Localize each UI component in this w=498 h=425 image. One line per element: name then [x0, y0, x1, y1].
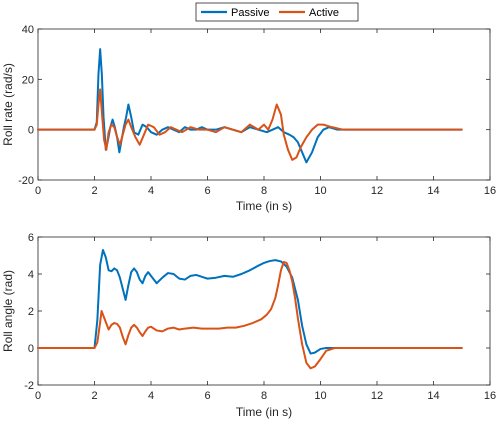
legend-label-active: Active	[309, 7, 339, 19]
roll-rate-y-tick-label: 40	[22, 24, 34, 36]
roll-angle-x-tick-label: 10	[314, 390, 326, 402]
roll-angle-y-tick-label: 2	[28, 306, 34, 318]
roll-angle-x-tick-label: 8	[261, 390, 267, 402]
roll-rate-y-tick-label: -20	[18, 175, 34, 187]
roll-rate-x-label: Time (in s)	[236, 199, 292, 213]
legend-label-passive: Passive	[231, 7, 270, 19]
roll-angle-series	[37, 248, 463, 370]
roll-rate-x-tick-label: 4	[148, 185, 154, 197]
roll-rate-series	[37, 48, 463, 164]
roll-rate-y-tick-label: 20	[22, 74, 34, 86]
roll-rate-x-tick-label: 14	[427, 185, 439, 197]
roll-angle-x-tick-label: 6	[204, 390, 210, 402]
roll-angle-y-tick-label: 0	[28, 343, 34, 355]
roll-angle-x-tick-label: 0	[35, 390, 41, 402]
roll-rate-series-active	[37, 88, 463, 161]
roll-angle-y-label: Roll angle (rad)	[1, 270, 15, 352]
legend-box	[195, 2, 359, 22]
roll-angle-series-passive	[37, 248, 463, 355]
roll-angle-x-tick-label: 16	[484, 390, 496, 402]
roll-rate-x-tick-label: 8	[261, 185, 267, 197]
roll-rate-y-label: Roll rate (rad/s)	[1, 63, 15, 146]
roll-rate-x-tick-label: 2	[91, 185, 97, 197]
roll-angle-x-tick-label: 12	[371, 390, 383, 402]
roll-rate-plot-area	[37, 28, 491, 181]
roll-rate-y-tick-label: 0	[28, 125, 34, 137]
roll-angle-series-active	[37, 260, 463, 370]
roll-rate-series-passive	[37, 48, 463, 164]
roll-angle-y-tick-label: 4	[28, 269, 34, 281]
roll-rate-x-tick-label: 10	[314, 185, 326, 197]
roll-angle-x-tick-label: 14	[427, 390, 439, 402]
roll-angle-y-tick-label: 6	[28, 232, 34, 244]
roll-angle-x-tick-label: 2	[91, 390, 97, 402]
roll-angle-x-label: Time (in s)	[236, 405, 292, 419]
legend: Passive Active	[195, 2, 359, 22]
roll-rate-x-tick-label: 16	[484, 185, 496, 197]
roll-angle-y-tick-label: -2	[24, 380, 34, 392]
roll-rate-x-tick-label: 0	[35, 185, 41, 197]
roll-rate-x-tick-label: 12	[371, 185, 383, 197]
roll-rate-x-tick-label: 6	[204, 185, 210, 197]
roll-angle-x-tick-label: 4	[148, 390, 154, 402]
